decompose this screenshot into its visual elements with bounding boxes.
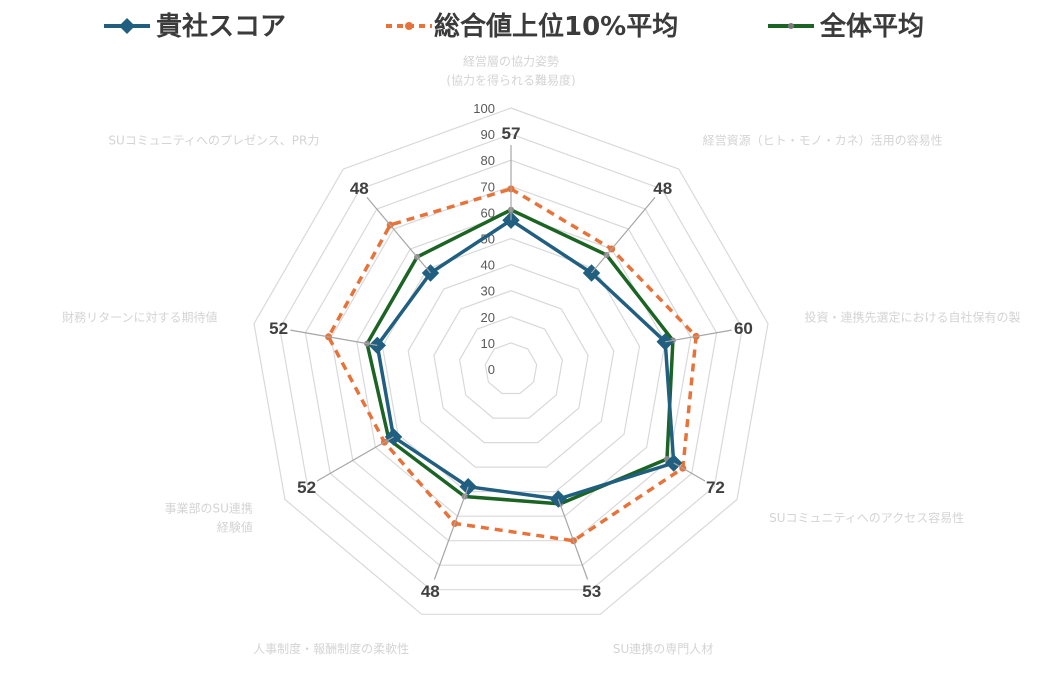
grid-ring: [433, 290, 589, 444]
grid-ring: [304, 159, 718, 566]
tick-label: 70: [481, 179, 495, 194]
grid-ring: [253, 107, 769, 615]
category-label: SUコミュニティへのアクセス容易性: [769, 510, 964, 525]
category-label: (協力を得られる難易度): [446, 73, 575, 88]
category-label: 経験値: [217, 520, 253, 535]
tick-label: 40: [481, 258, 495, 273]
radial-axis-ticks: 0 10 20 30 40 50 60 70 80 90 100: [473, 101, 495, 377]
leader-line: [673, 462, 706, 482]
leader-line: [290, 329, 378, 346]
category-label: 投資・連携先選定における自社保有の製: [805, 309, 1021, 324]
category-labels: 経営層の協力姿勢 (協力を得られる難易度) 経営資源（ヒト・モノ・カネ）活用の容易性…: [62, 54, 1020, 657]
legend-item-own-score: 貴社スコア: [104, 11, 286, 42]
tick-label: 60: [481, 205, 495, 220]
legend: 貴社スコア 総合値上位10%平均 全体平均: [104, 11, 924, 42]
tick-label: 0: [488, 362, 495, 377]
category-label: 財務リターンに対する期待値: [62, 309, 217, 324]
leader-line: [433, 486, 469, 580]
tick-label: 30: [481, 284, 495, 299]
data-label: 53: [582, 582, 601, 601]
legend-item-top10-average: 総合値上位10%平均: [386, 11, 678, 42]
category-label: 経営資源（ヒト・モノ・カネ）活用の容易性: [703, 133, 943, 148]
radar-grid: [253, 107, 769, 615]
data-labels: 57 48 60 72 53 48 52 52 48: [269, 124, 753, 601]
grid-ring: [484, 342, 538, 395]
data-label: 57: [502, 124, 521, 143]
data-label: 48: [421, 582, 440, 601]
leader-line: [316, 436, 394, 482]
tick-label: 20: [481, 310, 495, 325]
data-label: 72: [706, 478, 725, 497]
category-label: 人事制度・報酬制度の柔軟性: [253, 641, 409, 656]
grid-ring: [330, 185, 692, 542]
data-label: 48: [653, 179, 672, 198]
legend-label-top10-average: 総合値上位10%平均: [434, 11, 678, 42]
category-label: SU連携の専門人材: [613, 641, 713, 656]
legend-item-overall-average: 全体平均: [768, 11, 924, 42]
category-label: 経営層の協力姿勢: [463, 54, 559, 69]
data-label: 52: [269, 319, 288, 338]
series-line: [375, 218, 676, 501]
tick-label: 100: [473, 101, 495, 116]
leader-line: [665, 329, 732, 343]
tick-label: 90: [481, 127, 495, 142]
tick-label: 80: [481, 153, 495, 168]
data-label: 60: [734, 319, 753, 338]
legend-label-overall-average: 全体平均: [819, 11, 924, 42]
grid-ring: [279, 133, 743, 591]
category-label: 事業部のSU連携: [164, 501, 252, 516]
series-line: [365, 208, 675, 506]
data-label: 48: [350, 179, 369, 198]
leader-line: [591, 197, 656, 274]
tick-label: 50: [481, 232, 495, 247]
leader-line: [366, 197, 431, 274]
leader-line: [557, 498, 589, 580]
grid-ring: [458, 316, 564, 419]
category-label: SUコミュニティへのプレゼンス、PR力: [108, 134, 319, 148]
data-label: 52: [297, 478, 316, 497]
tick-label: 10: [481, 336, 495, 351]
series-line: [326, 187, 698, 543]
grid-ring: [407, 263, 615, 468]
legend-label-own-score: 貴社スコア: [156, 11, 286, 42]
